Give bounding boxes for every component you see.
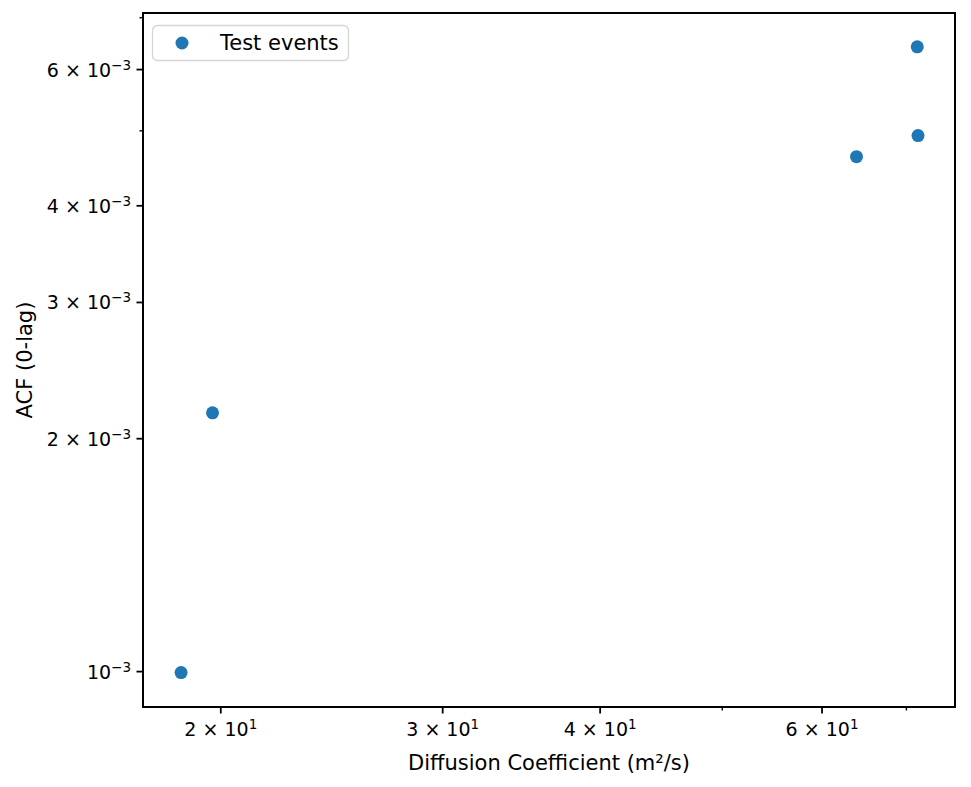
- y-tick-label: 10−3: [87, 659, 131, 683]
- x-axis-label: Diffusion Coefficient (m²/s): [408, 751, 690, 775]
- data-point: [911, 40, 924, 53]
- data-point: [175, 666, 188, 679]
- y-axis-label: ACF (0-lag): [13, 302, 37, 419]
- y-tick-label: 4 × 10−3: [47, 193, 131, 217]
- data-point: [850, 150, 863, 163]
- figure: 2 × 101 3 × 101 4 × 101 6 × 101 10−3 2 × 10−…: [0, 0, 971, 787]
- data-point: [206, 406, 219, 419]
- x-tick-label: 6 × 101: [786, 716, 859, 740]
- legend: Test events: [153, 26, 349, 61]
- legend-marker-icon: [176, 37, 189, 50]
- scatter-plot: 2 × 101 3 × 101 4 × 101 6 × 101 10−3 2 × 10−…: [0, 0, 971, 787]
- x-tick-label: 3 × 101: [406, 716, 479, 740]
- x-tick-label: 2 × 101: [184, 716, 257, 740]
- data-point: [912, 129, 925, 142]
- legend-label: Test events: [219, 31, 339, 55]
- data-points: [175, 40, 925, 679]
- x-tick-label: 4 × 101: [564, 716, 637, 740]
- y-tick-label: 2 × 10−3: [47, 426, 131, 450]
- plot-frame: [143, 13, 955, 707]
- y-axis-ticks: 10−3 2 × 10−3 3 × 10−3 4 × 10−3 6 × 10−3: [47, 18, 143, 683]
- x-axis-ticks: 2 × 101 3 × 101 4 × 101 6 × 101: [184, 707, 906, 740]
- y-tick-label: 3 × 10−3: [47, 289, 131, 313]
- y-tick-label: 6 × 10−3: [47, 57, 131, 81]
